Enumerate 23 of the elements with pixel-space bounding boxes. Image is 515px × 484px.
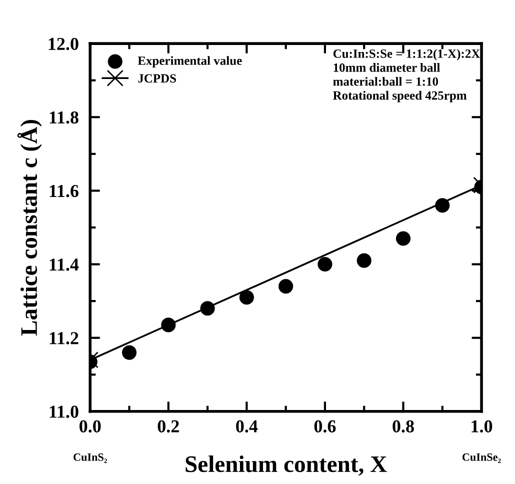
x-tick-label: 0.8 — [392, 420, 414, 433]
y-tick-label: 11.8 — [50, 111, 78, 124]
point — [318, 256, 332, 272]
y-tick-label: 11.0 — [50, 406, 78, 418]
x-tick-label: 1.0 — [472, 420, 492, 433]
legend-label: JCPDS — [138, 74, 176, 83]
y-tick-label: 11.2 — [50, 332, 78, 344]
y-tick-label: 11.6 — [50, 185, 78, 198]
x-tick-label: 0.6 — [314, 420, 336, 433]
point — [278, 279, 294, 294]
text: CuInS₂ — [74, 453, 107, 463]
x-axis-title: Selenium content, X — [186, 456, 387, 476]
point — [239, 290, 254, 305]
point — [356, 253, 372, 268]
x-tick-label: 0.2 — [158, 420, 179, 433]
y-tick-label: 12.0 — [48, 38, 78, 50]
x-tick-label: 0.0 — [80, 420, 101, 433]
x-tick-label: 0.4 — [236, 420, 258, 433]
annotation: Cu:In:S:Se = 1:1:2(1-X):2X 10mm diameter ball material:ball = 1:10 Rotational speed 425rpm — [333, 49, 480, 102]
legend-label: Experimental value — [138, 56, 242, 68]
y-tick-label: 11.4 — [50, 258, 79, 271]
y-axis-title: Lattice constant c (Å) — [17, 120, 42, 336]
text: CuInSe₂ — [462, 453, 501, 463]
